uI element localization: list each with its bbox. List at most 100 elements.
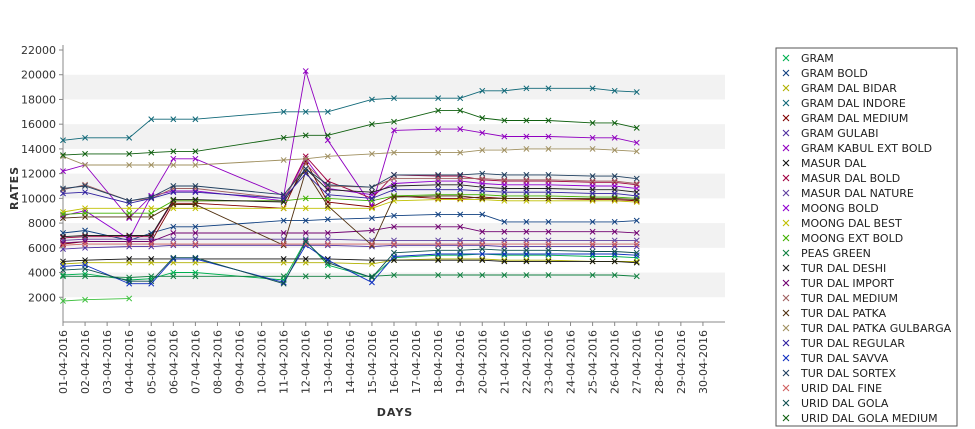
- data-point: [435, 181, 442, 188]
- data-point: [60, 185, 66, 192]
- data-point: [60, 267, 66, 274]
- legend-item: GRAM: [782, 52, 834, 65]
- data-point: [368, 243, 375, 250]
- legend-item: GRAM BOLD: [782, 67, 868, 80]
- legend-label: MASUR DAL NATURE: [801, 187, 914, 200]
- data-point: [192, 254, 199, 261]
- y-tick-label: 22000: [21, 44, 56, 57]
- data-point: [633, 192, 640, 199]
- x-tick-label: 28-04-2016: [653, 330, 666, 394]
- data-point: [170, 230, 177, 236]
- data-point: [302, 217, 309, 224]
- data-point: [302, 255, 309, 262]
- data-point: [523, 218, 530, 225]
- data-point: [633, 249, 640, 256]
- legend-marker: [782, 399, 790, 407]
- data-point: [280, 241, 287, 248]
- legend-marker: [782, 309, 790, 317]
- data-point: [435, 107, 442, 114]
- series-line: [62, 258, 637, 264]
- data-point: [435, 171, 442, 178]
- data-point: [545, 133, 552, 140]
- data-point: [170, 236, 177, 243]
- x-tick-label: 14-04-2016: [344, 330, 357, 394]
- data-point: [82, 227, 89, 234]
- x-tick-label: 09-04-2016: [234, 330, 247, 394]
- legend-item: GRAM DAL MEDIUM: [782, 112, 908, 125]
- data-point: [633, 139, 640, 146]
- legend-label: TUR DAL REGULAR: [800, 337, 905, 350]
- data-point: [60, 215, 66, 222]
- series-line: [62, 244, 637, 285]
- data-point: [192, 223, 199, 230]
- legend-item: TUR DAL IMPORT: [782, 277, 894, 290]
- legend-marker: [782, 354, 790, 362]
- data-point: [280, 280, 287, 287]
- data-point: [633, 124, 640, 131]
- data-point: [611, 173, 618, 180]
- data-point: [611, 218, 618, 225]
- x-tick-label: 27-04-2016: [631, 330, 644, 394]
- legend-label: GRAM BOLD: [801, 67, 868, 80]
- legend-label: URID DAL GOLA: [801, 397, 889, 410]
- data-point: [82, 241, 89, 248]
- data-point: [545, 189, 552, 196]
- data-point: [126, 215, 133, 222]
- data-point: [523, 272, 530, 278]
- legend-item: MASUR DAL BOLD: [782, 172, 900, 185]
- data-point: [368, 121, 375, 128]
- data-point: [611, 243, 618, 250]
- data-point: [391, 272, 397, 278]
- x-tick-label: 20-04-2016: [476, 330, 489, 394]
- data-point: [280, 273, 287, 280]
- legend-item: MOONG EXT BOLD: [782, 232, 903, 245]
- legend-item: MASUR DAL: [782, 157, 867, 170]
- data-point: [82, 270, 89, 277]
- data-point: [501, 87, 508, 94]
- data-point: [192, 242, 199, 249]
- data-point: [501, 228, 508, 235]
- legend-label: GRAM DAL BIDAR: [801, 82, 897, 95]
- data-point: [391, 242, 397, 249]
- data-point: [170, 241, 177, 248]
- data-point: [302, 155, 309, 162]
- legend-marker: [782, 84, 790, 92]
- data-point: [457, 255, 464, 262]
- data-point: [523, 258, 530, 265]
- data-point: [457, 171, 464, 178]
- legend-label: GRAM: [801, 52, 834, 65]
- data-point: [60, 152, 66, 159]
- data-point: [611, 228, 618, 235]
- series-line: [62, 168, 637, 238]
- data-point: [523, 228, 530, 235]
- data-point: [611, 251, 618, 257]
- data-point: [457, 223, 464, 230]
- data-point: [391, 249, 397, 256]
- series-line: [62, 226, 637, 244]
- data-point: [523, 247, 530, 254]
- x-tick-label: 30-04-2016: [697, 330, 710, 394]
- legend-marker: [782, 369, 790, 377]
- data-point: [126, 295, 133, 302]
- x-tick-label: 21-04-2016: [498, 330, 511, 394]
- data-point: [148, 255, 155, 262]
- data-point: [391, 186, 397, 193]
- data-point: [391, 192, 397, 199]
- data-point: [501, 252, 508, 259]
- data-point: [324, 108, 331, 115]
- legend-marker: [782, 294, 790, 302]
- data-point: [611, 87, 618, 94]
- data-point: [368, 184, 375, 191]
- data-point: [545, 145, 552, 152]
- data-point: [192, 196, 199, 203]
- data-point: [82, 205, 89, 212]
- data-point: [82, 134, 89, 141]
- data-point: [545, 257, 552, 264]
- data-point: [368, 205, 375, 212]
- data-point: [148, 241, 155, 248]
- data-point: [368, 204, 375, 210]
- legend-label: PEAS GREEN: [801, 247, 871, 260]
- data-point: [324, 191, 331, 198]
- legend-item: GRAM GULABI: [782, 127, 879, 140]
- series-23: [60, 238, 640, 287]
